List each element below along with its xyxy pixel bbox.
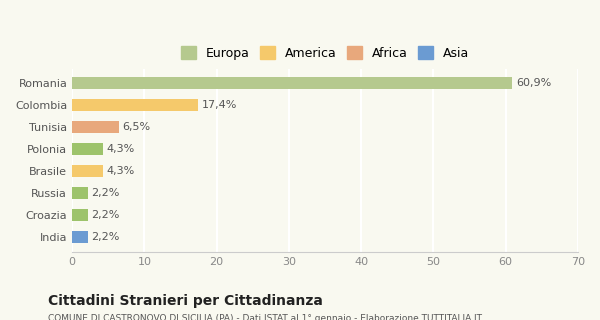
Legend: Europa, America, Africa, Asia: Europa, America, Africa, Asia: [178, 43, 473, 64]
Text: 4,3%: 4,3%: [107, 166, 135, 176]
Bar: [72, 121, 119, 133]
Bar: [72, 165, 103, 178]
Text: 6,5%: 6,5%: [122, 123, 151, 132]
Text: COMUNE DI CASTRONOVO DI SICILIA (PA) - Dati ISTAT al 1° gennaio - Elaborazione T: COMUNE DI CASTRONOVO DI SICILIA (PA) - D…: [48, 314, 482, 320]
Bar: [72, 143, 103, 156]
Text: 17,4%: 17,4%: [202, 100, 237, 110]
Text: 2,2%: 2,2%: [92, 210, 120, 220]
Text: 2,2%: 2,2%: [92, 188, 120, 198]
Bar: [72, 209, 88, 221]
Bar: [72, 77, 512, 90]
Bar: [72, 187, 88, 199]
Text: 2,2%: 2,2%: [92, 232, 120, 242]
Text: 4,3%: 4,3%: [107, 144, 135, 155]
Text: Cittadini Stranieri per Cittadinanza: Cittadini Stranieri per Cittadinanza: [48, 294, 323, 308]
Bar: [72, 231, 88, 244]
Text: 60,9%: 60,9%: [516, 78, 551, 88]
Bar: [72, 100, 198, 111]
